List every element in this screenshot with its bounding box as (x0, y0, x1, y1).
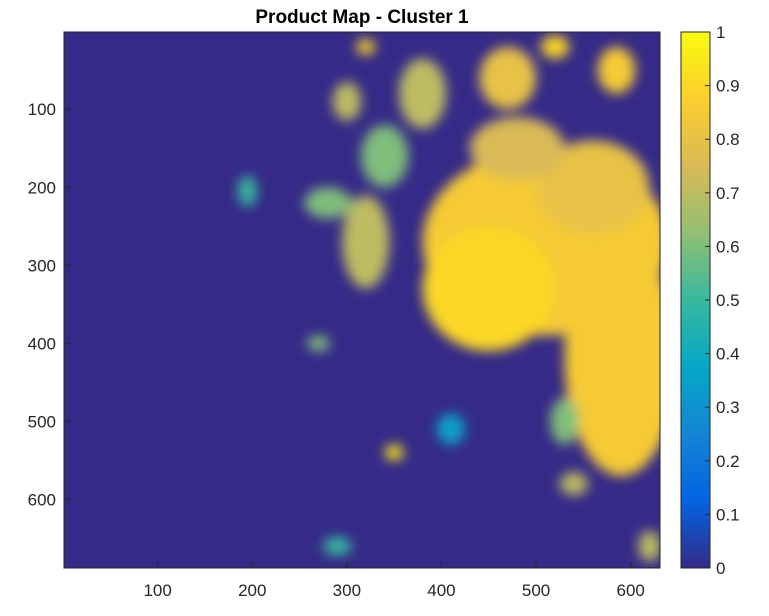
colorbar: 0 0.1 0.2 0.3 0.4 0.5 0.6 0.7 0.8 0.9 1 (680, 23, 740, 578)
heatmap-image (64, 32, 660, 568)
x-tick-label: 100 (143, 581, 171, 600)
colorbar-ticks: 0 0.1 0.2 0.3 0.4 0.5 0.6 0.7 0.8 0.9 1 (705, 23, 740, 578)
x-tick-label: 200 (238, 581, 266, 600)
heatmap-region-20 (436, 413, 466, 445)
colorbar-tick-label: 1 (716, 23, 725, 42)
x-tick-label: 400 (427, 581, 455, 600)
heatmap-region-22 (638, 530, 660, 562)
heatmap-region-7 (398, 58, 447, 129)
heatmap-region-4 (536, 140, 650, 235)
x-tick-label: 500 (522, 581, 550, 600)
colorbar-tick-label: 0.8 (716, 130, 740, 149)
heatmap-region-12 (597, 46, 636, 94)
heatmap-region-2 (422, 226, 555, 352)
heatmap-region-9 (342, 195, 390, 289)
colorbar-tick-label: 0.6 (716, 237, 740, 256)
y-tick-label: 300 (28, 256, 56, 275)
heatmap-region-3 (564, 241, 660, 476)
y-tick-label: 400 (28, 334, 56, 353)
heatmap-region-16 (559, 472, 589, 496)
colorbar-tick-label: 0.9 (716, 77, 740, 96)
heatmap-blobs (238, 35, 660, 562)
colorbar-tick-label: 0.3 (716, 398, 740, 417)
heatmap-region-10 (304, 187, 352, 219)
y-tick-label: 600 (28, 490, 56, 509)
heatmap-region-18 (307, 335, 330, 352)
heatmap-region-13 (540, 35, 570, 59)
heatmap-region-6 (479, 46, 537, 110)
colorbar-tick-label: 0.4 (716, 345, 740, 364)
heatmap-region-8 (361, 124, 409, 188)
heatmap-region-11 (332, 81, 362, 121)
heatmap-region-5 (469, 117, 565, 180)
colorbar-tick-label: 0 (716, 559, 725, 578)
colorbar-tick-label: 0.5 (716, 291, 740, 310)
x-tick-label: 600 (616, 581, 644, 600)
heatmap-region-17 (238, 175, 257, 207)
y-axis: 100 200 300 400 500 600 (28, 100, 70, 509)
heatmap-region-15 (384, 444, 404, 461)
x-tick-label: 300 (333, 581, 361, 600)
heatmap-region-19 (550, 397, 579, 445)
heatmap-region-14 (356, 39, 376, 55)
colorbar-tick-label: 0.7 (716, 184, 740, 203)
colorbar-tick-label: 0.2 (716, 452, 740, 471)
colorbar-tick-label: 0.1 (716, 505, 740, 524)
y-tick-label: 500 (28, 412, 56, 431)
heatmap-region-21 (323, 536, 352, 556)
plot-frame (63, 31, 661, 569)
chart-title: Product Map - Cluster 1 (255, 7, 469, 28)
x-axis: 100 200 300 400 500 600 (143, 562, 645, 600)
y-tick-label: 100 (28, 100, 56, 119)
y-tick-label: 200 (28, 178, 56, 197)
